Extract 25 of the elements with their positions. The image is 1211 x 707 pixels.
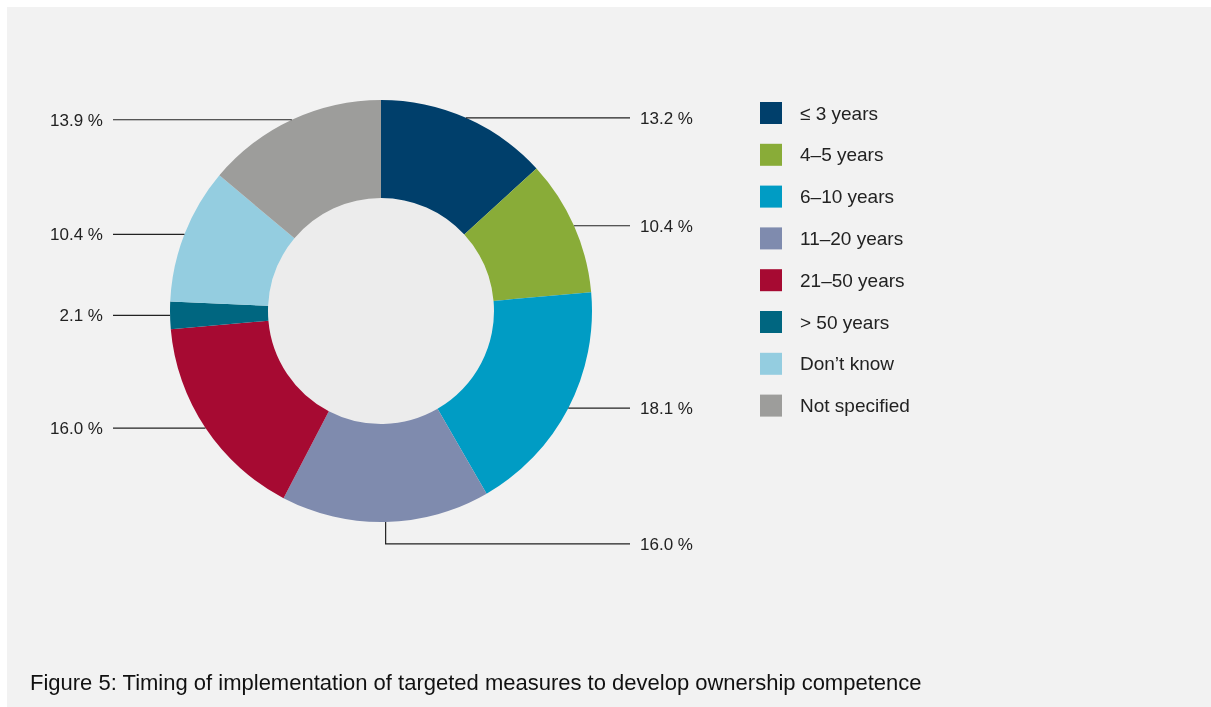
legend-label: 4–5 years (800, 144, 884, 166)
data-label: 13.9 % (50, 110, 103, 130)
data-label: 16.0 % (640, 534, 693, 554)
data-label: 13.2 % (640, 108, 693, 128)
data-label: 10.4 % (640, 216, 693, 236)
donut-slice (219, 100, 381, 239)
legend-label: ≤ 3 years (800, 102, 879, 124)
donut-slice (170, 301, 269, 330)
text: Figure 5: Timing of implementation of targeted measures to develop ownership competence (30, 669, 922, 695)
donut-slice (170, 320, 329, 499)
donut-slice (464, 168, 592, 301)
legend-label: 21–50 years (800, 269, 905, 291)
donut-slice (381, 100, 537, 235)
legend-label: > 50 years (800, 311, 890, 333)
donut-slice (283, 408, 487, 522)
donut-slice (170, 175, 295, 306)
data-label: 16.0 % (50, 419, 103, 439)
legend-label: 6–10 years (800, 186, 895, 208)
data-label: 2.1 % (59, 306, 103, 326)
legend-label: Don’t know (800, 353, 895, 375)
legend-label: Not specified (800, 395, 910, 417)
legend-label: 11–20 years (800, 228, 904, 250)
donut-slice (437, 292, 592, 494)
data-label: 18.1 % (640, 399, 693, 419)
data-label: 10.4 % (50, 225, 103, 245)
